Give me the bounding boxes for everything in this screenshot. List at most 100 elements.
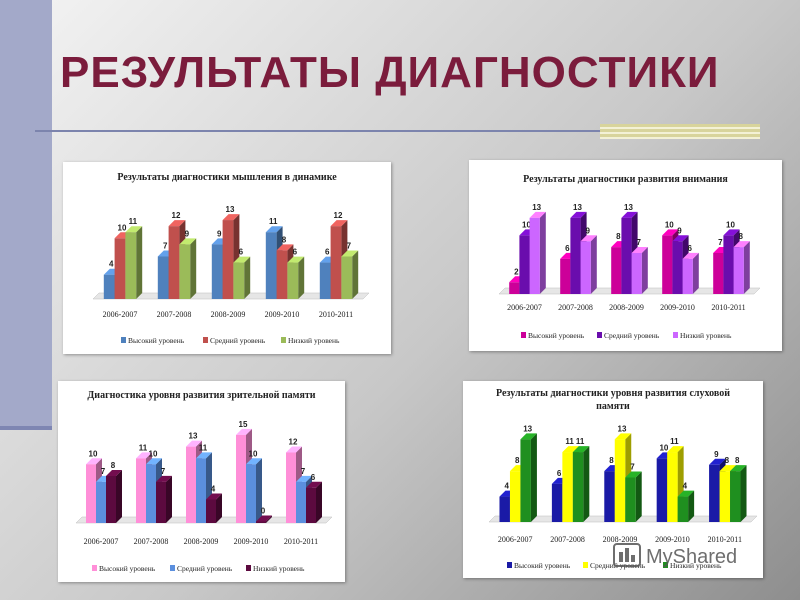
data-label: 10 bbox=[249, 449, 258, 458]
category-label: 2009-2010 bbox=[660, 303, 695, 312]
data-label: 7 bbox=[636, 238, 641, 247]
data-label: 2 bbox=[514, 267, 519, 276]
legend-label: Средний уровень bbox=[604, 331, 660, 340]
chart-visual-memory: Диагностика уровня развития зрительной п… bbox=[58, 381, 345, 582]
bar bbox=[677, 490, 695, 522]
data-label: 0 bbox=[261, 507, 266, 516]
data-label: 8 bbox=[738, 232, 743, 241]
data-label: 9 bbox=[677, 226, 682, 235]
legend-swatch bbox=[663, 562, 668, 568]
data-label: 12 bbox=[289, 438, 298, 447]
chart-title: Результаты диагностики уровня развития с… bbox=[496, 388, 730, 412]
category-label: 2007-2008 bbox=[157, 310, 192, 319]
data-label: 8 bbox=[111, 461, 116, 470]
data-label: 4 bbox=[109, 260, 114, 269]
left-accent-bar-edge bbox=[0, 426, 52, 430]
chart-attention: Результаты диагностики развития внимания… bbox=[469, 160, 782, 351]
legend-label: Высокий уровень bbox=[528, 331, 585, 340]
category-label: 2009-2010 bbox=[234, 537, 269, 546]
bar bbox=[306, 481, 322, 523]
legend-swatch bbox=[673, 332, 678, 338]
data-label: 13 bbox=[618, 424, 627, 433]
data-label: 11 bbox=[565, 437, 574, 446]
data-label: 11 bbox=[576, 437, 585, 446]
legend-swatch bbox=[121, 337, 126, 343]
data-label: 7 bbox=[163, 242, 168, 251]
data-label: 6 bbox=[325, 248, 330, 257]
category-label: 2006-2007 bbox=[103, 310, 138, 319]
legend-swatch bbox=[92, 565, 97, 571]
category-label: 2010-2011 bbox=[319, 310, 353, 319]
bar bbox=[246, 458, 262, 523]
data-label: 6 bbox=[293, 248, 298, 257]
category-label: 2007-2008 bbox=[558, 303, 593, 312]
category-label: 2006-2007 bbox=[498, 535, 533, 544]
data-label: 10 bbox=[89, 449, 98, 458]
watermark: MyShared bbox=[613, 543, 737, 568]
chart-thinking: Результаты диагностики мышления в динами… bbox=[63, 162, 391, 354]
chart-svg: Результаты диагностики уровня развития с… bbox=[488, 388, 758, 570]
data-label: 10 bbox=[726, 220, 735, 229]
data-label: 10 bbox=[522, 220, 531, 229]
legend-swatch bbox=[246, 565, 251, 571]
category-label: 2010-2011 bbox=[711, 303, 745, 312]
left-accent-bar bbox=[0, 0, 52, 430]
category-label: 2009-2010 bbox=[265, 310, 300, 319]
category-label: 2010-2011 bbox=[284, 537, 318, 546]
data-label: 6 bbox=[311, 473, 316, 482]
data-label: 10 bbox=[659, 443, 668, 452]
legend-swatch bbox=[281, 337, 286, 343]
data-label: 8 bbox=[735, 456, 740, 465]
legend-swatch bbox=[583, 562, 588, 568]
bar bbox=[631, 247, 648, 294]
category-label: 2010-2011 bbox=[708, 535, 742, 544]
legend-swatch bbox=[597, 332, 602, 338]
bar bbox=[233, 256, 251, 299]
bar bbox=[256, 515, 272, 523]
data-label: 11 bbox=[139, 443, 148, 452]
chart-title: Результаты диагностики мышления в динами… bbox=[117, 172, 337, 183]
legend-label: Высокий уровень bbox=[99, 564, 156, 573]
chart-svg: Результаты диагностики развития внимания… bbox=[498, 174, 761, 340]
category-label: 2007-2008 bbox=[134, 537, 169, 546]
chart-svg: Результаты диагностики мышления в динами… bbox=[92, 172, 370, 345]
legend-label: Высокий уровень bbox=[514, 561, 571, 570]
chart-auditory-memory: Результаты диагностики уровня развития с… bbox=[463, 381, 763, 578]
data-label: 7 bbox=[630, 463, 635, 472]
category-label: 2008-2009 bbox=[603, 535, 638, 544]
category-label: 2006-2007 bbox=[507, 303, 542, 312]
bar bbox=[572, 446, 590, 522]
data-label: 13 bbox=[624, 203, 633, 212]
chart-svg: Диагностика уровня развития зрительной п… bbox=[75, 390, 333, 573]
category-label: 2006-2007 bbox=[84, 537, 119, 546]
bar bbox=[520, 433, 537, 522]
data-label: 7 bbox=[718, 238, 723, 247]
data-label: 8 bbox=[616, 232, 621, 241]
watermark-logo-icon bbox=[613, 543, 641, 567]
category-label: 2008-2009 bbox=[609, 303, 644, 312]
chart-title: Диагностика уровня развития зрительной п… bbox=[87, 390, 315, 401]
category-label: 2007-2008 bbox=[550, 535, 585, 544]
data-label: 8 bbox=[515, 456, 520, 465]
data-label: 11 bbox=[199, 443, 208, 452]
data-label: 4 bbox=[504, 482, 509, 491]
data-label: 15 bbox=[239, 420, 248, 429]
title-stripes bbox=[600, 124, 760, 139]
title-underline bbox=[35, 130, 610, 132]
legend-label: Низкий уровень bbox=[670, 561, 722, 570]
data-label: 10 bbox=[118, 223, 127, 232]
bar bbox=[625, 471, 642, 522]
legend-swatch bbox=[507, 562, 512, 568]
legend-label: Средний уровень bbox=[210, 336, 266, 345]
data-label: 8 bbox=[282, 235, 287, 244]
data-label: 9 bbox=[217, 229, 222, 238]
data-label: 7 bbox=[101, 467, 106, 476]
data-label: 10 bbox=[665, 220, 674, 229]
data-label: 7 bbox=[301, 467, 306, 476]
data-label: 13 bbox=[226, 205, 235, 214]
chart-title: Результаты диагностики развития внимания bbox=[523, 174, 728, 185]
bar bbox=[206, 493, 222, 523]
bar bbox=[287, 256, 305, 299]
data-label: 6 bbox=[239, 248, 244, 257]
data-label: 4 bbox=[683, 482, 688, 491]
